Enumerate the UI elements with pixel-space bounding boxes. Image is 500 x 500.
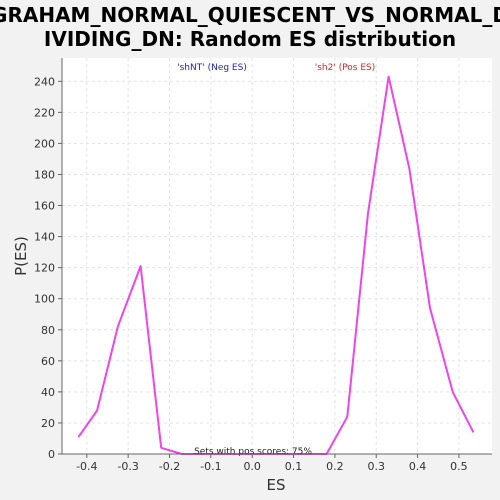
y-tick-label: 100	[34, 293, 55, 306]
y-tick-label: 200	[34, 137, 55, 150]
x-axis-label: ES	[267, 476, 286, 494]
y-tick-label: 180	[34, 168, 55, 181]
x-tick-label: 0.3	[367, 460, 385, 473]
x-tick-label: 0.5	[450, 460, 468, 473]
legend-pos-es: 'sh2' (Pos ES)	[315, 63, 376, 73]
y-tick-label: 120	[34, 262, 55, 275]
x-tick-label: -0.4	[76, 460, 97, 473]
series-layer	[77, 75, 475, 455]
pos-scores-annotation: Sets with pos scores: 75%	[194, 447, 312, 457]
x-tick-label: 0.0	[243, 460, 261, 473]
y-tick-label: 80	[41, 324, 55, 337]
chart-title-line-1: GRAHAM_NORMAL_QUIESCENT_VS_NORMAL_D	[0, 3, 500, 27]
y-tick-label: 0	[48, 448, 55, 461]
chart-title-line-2: IVIDING_DN: Random ES distribution	[44, 27, 456, 51]
grid-lines	[62, 58, 492, 455]
x-tick-label: 0.2	[326, 460, 344, 473]
y-tick-label: 40	[41, 386, 55, 399]
x-tick-label: -0.3	[117, 460, 138, 473]
y-tick-label: 240	[34, 75, 55, 88]
y-tick-label: 20	[41, 417, 55, 430]
x-tick-label: -0.2	[159, 460, 180, 473]
y-tick-label: 140	[34, 231, 55, 244]
x-tick-label: 0.1	[285, 460, 303, 473]
y-tick-label: 220	[34, 106, 55, 119]
legend-neg-es: 'shNT' (Neg ES)	[177, 63, 247, 73]
x-tick-label: -0.1	[200, 460, 221, 473]
axis-ticks: -0.4 -0.3 -0.2 -0.1 0.0 0.1 0.2 0.3 0.4 0.5 0 20 40 6…	[34, 75, 468, 473]
y-tick-label: 160	[34, 200, 55, 213]
y-tick-label: 60	[41, 355, 55, 368]
x-tick-label: 0.4	[409, 460, 427, 473]
es-distribution-line	[77, 75, 475, 455]
plot-area	[62, 58, 492, 454]
y-axis-label: P(ES)	[12, 236, 30, 276]
